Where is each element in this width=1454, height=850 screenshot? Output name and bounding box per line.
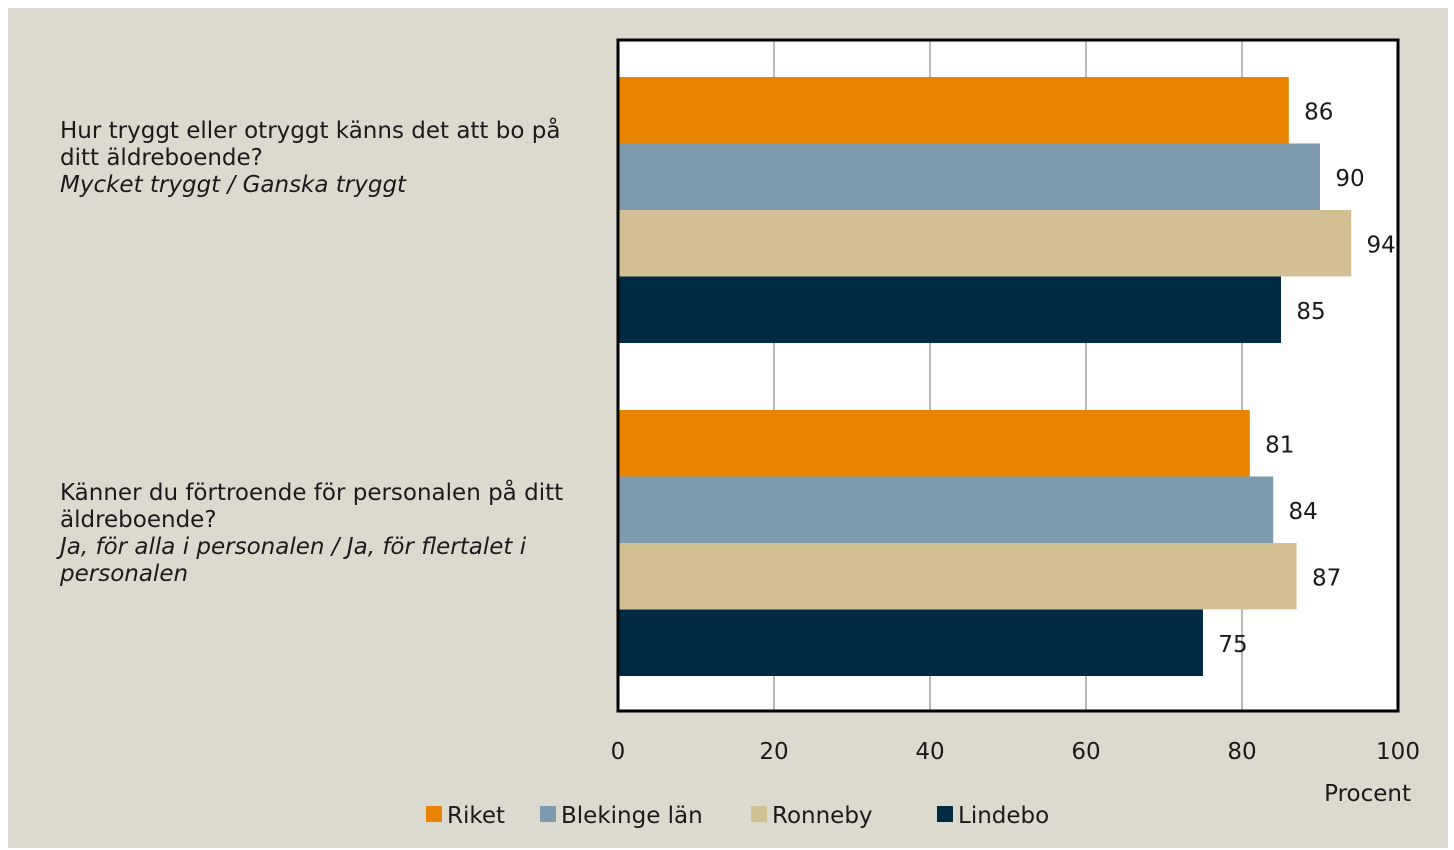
category-label-trust: Känner du förtroende för personalen på d… <box>60 480 600 588</box>
data-label: 81 <box>1265 432 1294 458</box>
chart-area: Hur tryggt eller otryggt känns det att b… <box>8 8 1448 848</box>
data-label: 87 <box>1312 565 1341 591</box>
legend-swatch <box>426 806 442 822</box>
x-tick-label: 0 <box>611 739 626 765</box>
legend-swatch <box>540 806 556 822</box>
bar <box>618 543 1297 610</box>
x-tick-label: 40 <box>915 739 944 765</box>
bar <box>618 77 1289 144</box>
data-label: 90 <box>1335 166 1364 192</box>
data-label: 75 <box>1218 632 1247 658</box>
legend-swatch <box>937 806 953 822</box>
x-tick-label: 60 <box>1071 739 1100 765</box>
category-answer: Mycket tryggt / Ganska tryggt <box>60 172 407 198</box>
legend-label: Lindebo <box>958 803 1049 829</box>
category-label-safety: Hur tryggt eller otryggt känns det att b… <box>60 118 600 199</box>
legend-label: Ronneby <box>772 803 873 829</box>
bar <box>618 476 1274 543</box>
x-tick-label: 20 <box>759 739 788 765</box>
x-tick-label: 100 <box>1376 739 1420 765</box>
category-answer: Ja, för alla i personalen / Ja, för fler… <box>60 534 527 587</box>
bar <box>618 276 1281 343</box>
x-axis-title: Procent <box>1324 781 1411 807</box>
bar-chart: 86 81 90 84 94 87 85 75 0 20 40 60 80 100 Procent Riket… <box>426 38 1420 829</box>
bar <box>618 410 1250 477</box>
legend-label: Riket <box>447 803 505 829</box>
legend-swatch <box>751 806 767 822</box>
data-label: 85 <box>1296 299 1325 325</box>
data-label: 86 <box>1304 99 1333 125</box>
category-question: Känner du förtroende för personalen på d… <box>60 480 564 533</box>
x-tick-label: 80 <box>1227 739 1256 765</box>
category-question: Hur tryggt eller otryggt känns det att b… <box>60 118 561 171</box>
data-label: 84 <box>1289 499 1318 525</box>
data-label: 94 <box>1367 232 1396 258</box>
plot-frame <box>616 38 1400 713</box>
bar <box>618 609 1203 676</box>
legend-label: Blekinge län <box>561 803 703 829</box>
bar <box>618 143 1320 210</box>
bar <box>618 210 1352 277</box>
